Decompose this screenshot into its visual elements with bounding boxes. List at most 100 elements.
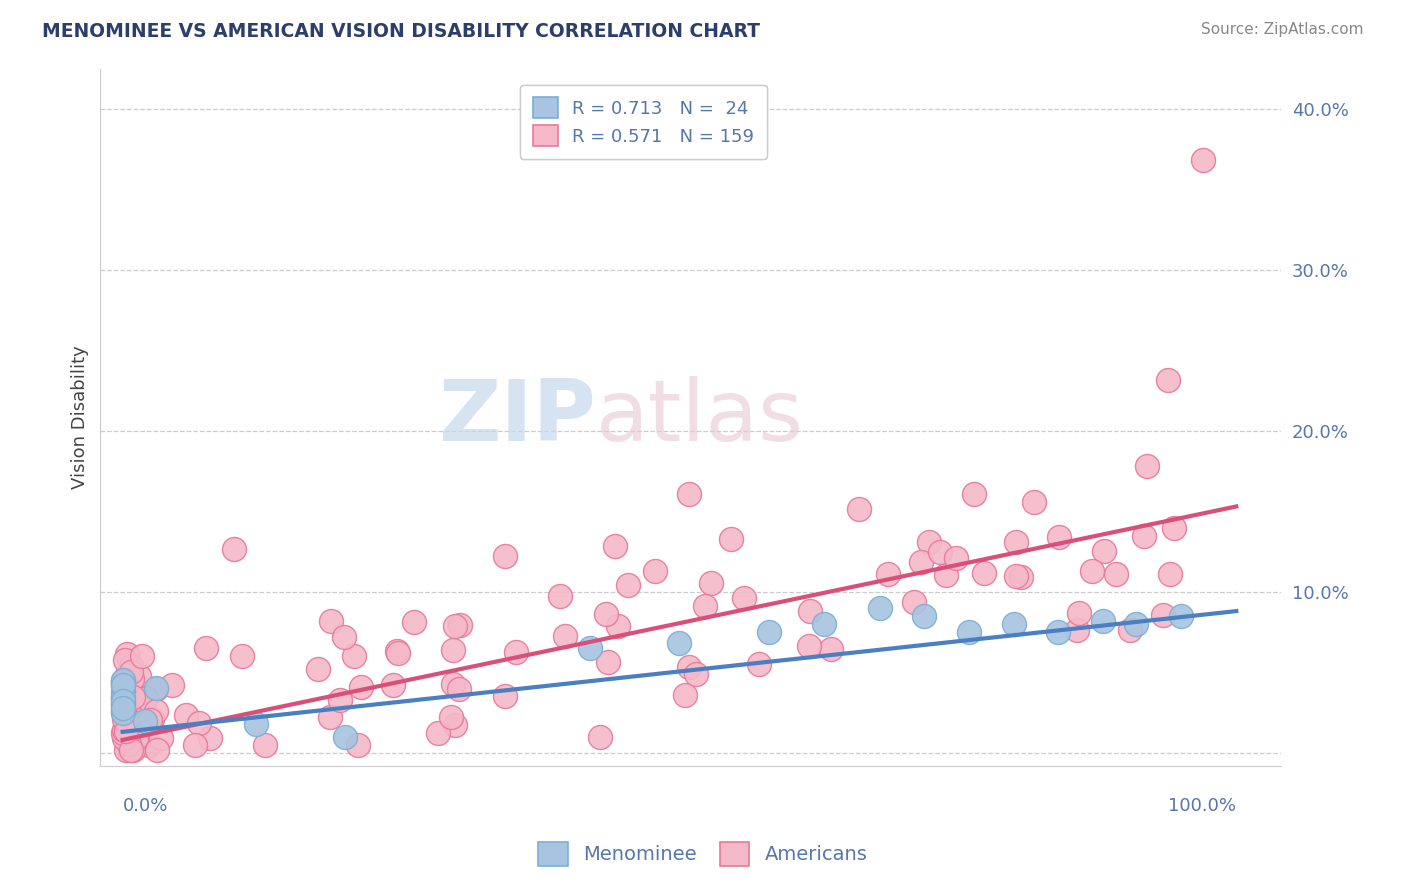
Point bbox=[973, 566, 995, 580]
Point bbox=[145, 681, 167, 696]
Point bbox=[494, 549, 516, 564]
Point bbox=[118, 698, 141, 713]
Text: MENOMINEE VS AMERICAN VISION DISABILITY CORRELATION CHART: MENOMINEE VS AMERICAN VISION DISABILITY … bbox=[42, 22, 761, 41]
Point bbox=[111, 698, 134, 712]
Point bbox=[333, 630, 356, 644]
Point bbox=[150, 731, 173, 745]
Point bbox=[606, 619, 628, 633]
Point bbox=[1091, 614, 1114, 628]
Point bbox=[343, 648, 366, 663]
Point bbox=[132, 693, 155, 707]
Point bbox=[111, 700, 134, 714]
Point bbox=[118, 712, 141, 726]
Point bbox=[440, 710, 463, 724]
Point bbox=[117, 694, 139, 708]
Point bbox=[1157, 373, 1180, 387]
Point bbox=[117, 668, 139, 682]
Point bbox=[127, 714, 149, 729]
Point bbox=[318, 710, 340, 724]
Point bbox=[114, 698, 136, 712]
Point bbox=[112, 706, 135, 721]
Point bbox=[678, 486, 700, 500]
Point bbox=[125, 710, 148, 724]
Point bbox=[145, 681, 167, 696]
Point bbox=[346, 738, 368, 752]
Point bbox=[444, 718, 467, 732]
Point bbox=[700, 575, 723, 590]
Point bbox=[733, 591, 755, 605]
Point bbox=[579, 641, 602, 656]
Point bbox=[112, 690, 135, 705]
Point bbox=[131, 648, 153, 663]
Point bbox=[111, 674, 134, 689]
Point bbox=[145, 704, 167, 718]
Point bbox=[160, 678, 183, 692]
Point bbox=[685, 667, 707, 681]
Point bbox=[115, 710, 138, 724]
Point bbox=[554, 629, 576, 643]
Point bbox=[188, 716, 211, 731]
Point bbox=[128, 714, 150, 728]
Point bbox=[135, 691, 157, 706]
Point bbox=[617, 578, 640, 592]
Point bbox=[125, 715, 148, 730]
Point bbox=[127, 721, 149, 735]
Point bbox=[122, 735, 145, 749]
Point bbox=[1159, 567, 1181, 582]
Point bbox=[118, 737, 141, 751]
Point bbox=[449, 681, 471, 696]
Point bbox=[117, 697, 139, 711]
Point bbox=[134, 714, 156, 728]
Point bbox=[1192, 153, 1215, 168]
Point bbox=[404, 615, 426, 629]
Point bbox=[115, 724, 138, 739]
Point bbox=[444, 619, 467, 633]
Point bbox=[127, 708, 149, 723]
Point bbox=[141, 712, 163, 726]
Point bbox=[596, 655, 619, 669]
Point bbox=[307, 662, 329, 676]
Point bbox=[124, 693, 146, 707]
Point bbox=[194, 640, 217, 655]
Point bbox=[903, 594, 925, 608]
Point bbox=[1136, 458, 1159, 473]
Point bbox=[112, 674, 135, 689]
Point bbox=[184, 738, 207, 752]
Point bbox=[550, 589, 572, 603]
Point bbox=[1010, 570, 1032, 584]
Point bbox=[128, 669, 150, 683]
Point bbox=[125, 710, 148, 724]
Point bbox=[328, 693, 350, 707]
Point bbox=[387, 644, 409, 658]
Point bbox=[350, 680, 373, 694]
Point bbox=[1170, 608, 1192, 623]
Point bbox=[1066, 623, 1088, 637]
Point bbox=[1092, 544, 1115, 558]
Point bbox=[877, 566, 900, 581]
Point bbox=[1125, 617, 1147, 632]
Point bbox=[111, 694, 134, 708]
Point bbox=[111, 678, 134, 692]
Point bbox=[112, 678, 135, 692]
Point bbox=[848, 501, 870, 516]
Text: ZIP: ZIP bbox=[439, 376, 596, 458]
Point bbox=[198, 731, 221, 745]
Point bbox=[799, 604, 821, 618]
Point bbox=[335, 730, 357, 744]
Point bbox=[253, 738, 276, 752]
Point bbox=[869, 600, 891, 615]
Text: 100.0%: 100.0% bbox=[1168, 797, 1236, 815]
Point bbox=[115, 742, 138, 756]
Point bbox=[120, 688, 142, 702]
Point bbox=[124, 731, 146, 745]
Point bbox=[112, 712, 135, 726]
Point bbox=[758, 625, 780, 640]
Point bbox=[1005, 569, 1028, 583]
Point bbox=[935, 567, 957, 582]
Point bbox=[121, 702, 143, 716]
Point bbox=[720, 532, 742, 546]
Point bbox=[678, 660, 700, 674]
Point bbox=[112, 708, 135, 723]
Point bbox=[910, 555, 932, 569]
Point bbox=[245, 716, 267, 731]
